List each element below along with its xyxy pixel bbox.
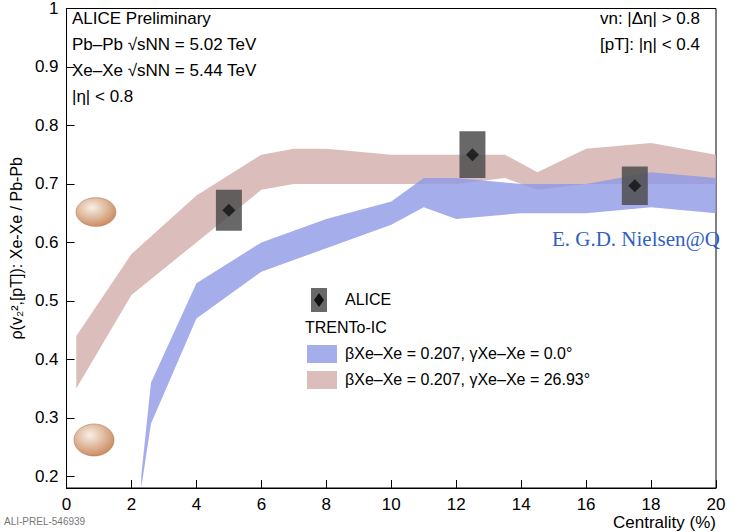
svg-text:0.2: 0.2 (35, 467, 59, 486)
svg-text:0.7: 0.7 (35, 174, 59, 193)
svg-text:vn: |Δη| > 0.8: vn: |Δη| > 0.8 (600, 9, 700, 28)
svg-text:1: 1 (49, 0, 58, 18)
svg-text:16: 16 (577, 495, 596, 514)
svg-text:18: 18 (642, 495, 661, 514)
svg-text:ALICE Preliminary: ALICE Preliminary (72, 9, 211, 28)
svg-text:E. G.D. Nielsen@Q: E. G.D. Nielsen@Q (552, 227, 720, 251)
svg-text:Centrality (%): Centrality (%) (613, 513, 716, 532)
svg-text:2: 2 (127, 495, 136, 514)
svg-text:ALI-PREL-546939: ALI-PREL-546939 (4, 516, 86, 527)
svg-text:βXe–Xe = 0.207, γXe–Xe = 26.93: βXe–Xe = 0.207, γXe–Xe = 26.93° (345, 371, 590, 388)
svg-text:10: 10 (382, 495, 401, 514)
svg-text:12: 12 (447, 495, 466, 514)
svg-text:0: 0 (62, 495, 71, 514)
svg-text:0.6: 0.6 (35, 233, 59, 252)
svg-text:Pb–Pb √sNN = 5.02 TeV: Pb–Pb √sNN = 5.02 TeV (72, 35, 257, 54)
svg-text:8: 8 (322, 495, 331, 514)
svg-text:βXe–Xe = 0.207, γXe–Xe = 0.0°: βXe–Xe = 0.207, γXe–Xe = 0.0° (345, 345, 572, 362)
svg-text:6: 6 (257, 495, 266, 514)
svg-text:Xe–Xe √sNN = 5.44 TeV: Xe–Xe √sNN = 5.44 TeV (72, 61, 257, 80)
svg-text:|η| < 0.8: |η| < 0.8 (72, 87, 133, 106)
svg-text:0.3: 0.3 (35, 408, 59, 427)
svg-text:20: 20 (707, 495, 726, 514)
svg-text:14: 14 (512, 495, 531, 514)
svg-text:0.9: 0.9 (35, 57, 59, 76)
svg-text:ρ(v₂²,[pT]): Xe-Xe / Pb-Pb: ρ(v₂²,[pT]): Xe-Xe / Pb-Pb (8, 157, 25, 340)
svg-text:TRENTo-IC: TRENTo-IC (305, 319, 387, 336)
svg-text:0.4: 0.4 (35, 350, 59, 369)
svg-text:ALICE: ALICE (345, 291, 391, 308)
svg-text:4: 4 (192, 495, 201, 514)
svg-text:0.8: 0.8 (35, 116, 59, 135)
svg-text:0.5: 0.5 (35, 291, 59, 310)
svg-text:[pT]: |η| < 0.4: [pT]: |η| < 0.4 (600, 35, 700, 54)
